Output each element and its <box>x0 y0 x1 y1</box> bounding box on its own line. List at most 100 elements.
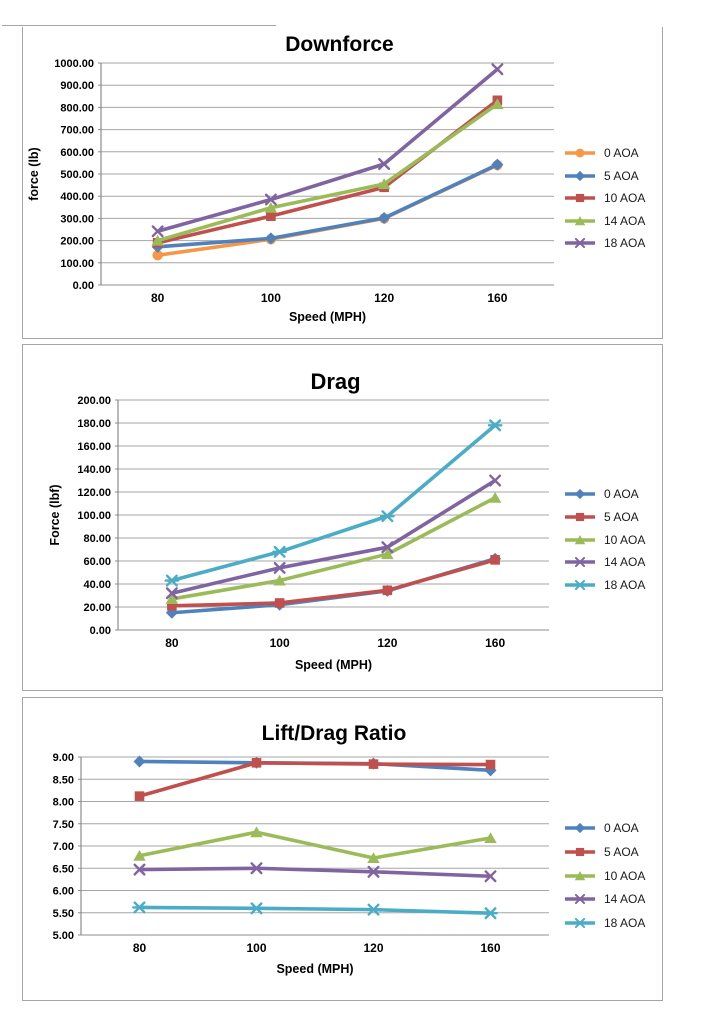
y-tick-label: 5.50 <box>53 908 74 920</box>
y-tick-label: 9.00 <box>53 752 74 764</box>
square-marker <box>368 759 379 769</box>
square-marker <box>167 601 177 611</box>
triangle-marker <box>484 832 497 843</box>
y-tick-label: 0.00 <box>73 280 94 292</box>
legend-swatch-14-aoa <box>565 215 595 225</box>
legend-label: 5 AOA <box>604 509 639 524</box>
x-marker <box>574 557 586 568</box>
x-tick-label: 100 <box>270 636 290 650</box>
square-marker <box>134 791 145 801</box>
star-marker <box>164 574 180 587</box>
square-marker <box>382 585 393 596</box>
drag-plot-area: 200.00 180.00 160.00 140.00 120.00 100.00 80.0… <box>77 395 549 650</box>
lift-drag-ratio-chart[interactable]: Lift/Drag Ratio 9.00 8.50 8.00 7.50 7.00 6.50… <box>22 697 663 1001</box>
square-marker <box>575 193 585 203</box>
legend-label: 18 AOA <box>604 236 646 250</box>
y-tick-label: 500.00 <box>60 169 94 181</box>
x-tick-label: 160 <box>480 941 500 955</box>
y-tick-label: 100.00 <box>60 258 94 270</box>
series-5-aoa <box>134 757 496 801</box>
triangle-marker <box>491 98 504 110</box>
y-tick-label: 180.00 <box>77 418 111 430</box>
series-line <box>170 558 497 608</box>
series-line <box>137 830 493 860</box>
y-tick-label: 300.00 <box>60 213 94 225</box>
diamond-marker <box>378 211 391 224</box>
legend-item-5-aoa: 5 AOA <box>564 844 639 860</box>
square-marker <box>251 757 262 768</box>
series-18-aoa <box>132 901 498 920</box>
downforce-plot-area: 1000.00900.00800.00700.00600.00500.00400… <box>54 58 554 305</box>
legend-item-14-aoa: 14 AOA <box>564 891 645 907</box>
triangle-marker <box>574 534 586 544</box>
legend-item-5-aoa: 5 AOA <box>564 168 639 184</box>
series-line <box>155 67 500 234</box>
legend-item-10-aoa: 10 AOA <box>564 868 645 884</box>
y-tick-label: 400.00 <box>60 191 94 203</box>
legend-swatch-0-aoa <box>565 822 595 834</box>
legend-item-18-aoa: 18 AOA <box>564 577 645 593</box>
downforce-chart[interactable]: Downforce force (lb) 1000.00 900.00 800.00… <box>22 27 663 339</box>
x-tick-label: 120 <box>374 291 394 305</box>
legend-label: 18 AOA <box>604 578 646 593</box>
x-marker <box>574 894 586 905</box>
legend-swatch-5-aoa <box>565 512 595 521</box>
series-5-aoa <box>167 555 500 611</box>
diamond-marker <box>264 232 277 245</box>
square-marker <box>575 512 585 521</box>
x-marker <box>133 863 146 876</box>
x-axis-title-lift-drag-ratio: Speed (MPH) <box>276 962 354 976</box>
y-tick-label: 140.00 <box>77 464 111 476</box>
x-tick-label: 80 <box>151 291 165 305</box>
x-tick-label: 120 <box>363 941 383 955</box>
legend-label: 0 AOA <box>604 821 639 835</box>
x-tick-label: 100 <box>261 291 281 305</box>
series-14-aoa <box>151 98 504 246</box>
legend-item-18-aoa: 18 AOA <box>564 235 645 251</box>
star-marker <box>573 580 587 591</box>
square-marker <box>266 211 276 221</box>
legend-item-14-aoa: 14 AOA <box>564 213 645 229</box>
legend-item-18-aoa: 18 AOA <box>564 915 645 931</box>
series-14-aoa <box>165 474 502 600</box>
legend-label: 0 AOA <box>604 146 639 160</box>
drag-chart[interactable]: Drag Force (lbf) 200.00 180.00 160.00 140.0… <box>22 344 663 691</box>
y-tick-label: 700.00 <box>60 125 94 137</box>
y-tick-label: 6.50 <box>53 863 74 875</box>
chart-title-drag: Drag <box>310 369 361 394</box>
series-18-aoa <box>164 419 503 587</box>
triangle-marker <box>367 852 380 864</box>
y-tick-label: 160.00 <box>77 441 111 453</box>
x-marker <box>484 870 497 883</box>
gridlines-and-y-ticks: 1000.00 900.00 800.00 700.00 600.00 500.00 400… <box>54 58 554 292</box>
x-marker <box>491 63 504 76</box>
y-tick-label: 200.00 <box>77 395 111 407</box>
legend-swatch-5-aoa <box>565 170 595 181</box>
legend-item-0-aoa: 0 AOA <box>564 486 639 502</box>
x-marker <box>367 865 380 878</box>
gridlines-and-y-ticks: 9.00 8.50 8.00 7.50 7.00 6.50 6.00 5.50 5.00 <box>53 752 549 942</box>
y-tick-label: 200.00 <box>60 236 94 248</box>
legend-label: 0 AOA <box>604 487 639 501</box>
legend-label: 14 AOA <box>604 555 646 570</box>
legend-label: 10 AOA <box>604 191 646 205</box>
triangle-marker <box>151 234 164 246</box>
diamond-marker <box>491 158 504 171</box>
legend-swatch-14-aoa <box>565 557 595 568</box>
legend-swatch-10-aoa <box>565 193 595 203</box>
square-marker <box>490 555 500 565</box>
legend-label: 18 AOA <box>604 916 646 931</box>
triangle-marker <box>133 849 146 861</box>
square-marker <box>274 598 285 608</box>
legend-item-0-aoa: 0 AOA <box>564 145 639 161</box>
y-tick-label: 7.50 <box>53 819 74 831</box>
legend-swatch-18-aoa <box>565 918 595 929</box>
y-tick-label: 900.00 <box>60 80 94 92</box>
series-18-aoa <box>151 63 504 238</box>
series-10-aoa <box>133 826 497 864</box>
star-marker <box>249 902 264 915</box>
triangle-marker <box>250 826 263 838</box>
x-marker <box>378 158 391 171</box>
series-5-aoa <box>151 158 504 253</box>
